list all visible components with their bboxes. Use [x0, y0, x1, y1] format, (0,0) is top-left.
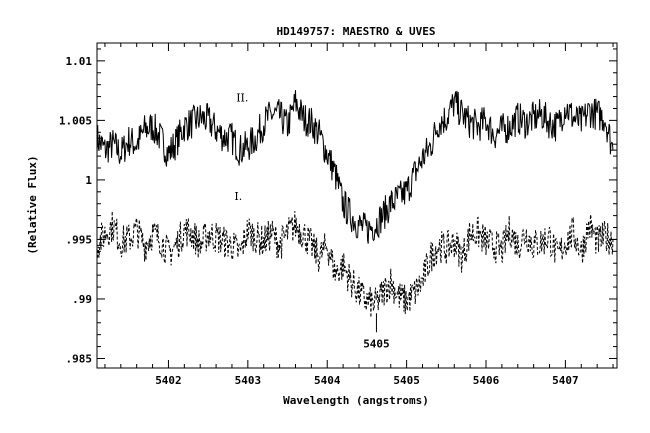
y-axis: .985 .99 .995 1 1.005 1.01 — [59, 48, 617, 365]
y-tick-label: 1 — [85, 174, 92, 187]
y-tick-label: .985 — [66, 352, 93, 365]
series-label-i: I. — [234, 190, 242, 203]
x-tick-label: 5406 — [473, 374, 500, 387]
series-layer — [96, 90, 617, 318]
wavelength-marker-label: 5405 — [363, 337, 390, 350]
plot-frame — [96, 42, 618, 369]
x-tick-label: 5403 — [235, 374, 262, 387]
x-tick-label: 5407 — [552, 374, 579, 387]
chart-title: HD149757: MAESTRO & UVES — [277, 25, 436, 38]
y-tick-label: 1.005 — [59, 114, 92, 127]
x-axis: 5402 5403 5404 5405 5406 5407 — [104, 43, 614, 387]
series-label-ii: II. — [236, 91, 248, 104]
x-axis-label: Wavelength (angstroms) — [283, 394, 429, 407]
x-tick-label: 5405 — [393, 374, 420, 387]
x-tick-label: 5404 — [314, 374, 341, 387]
y-tick-label: .995 — [66, 233, 93, 246]
y-axis-label: (Relative Flux) — [26, 155, 39, 254]
y-tick-label: 1.01 — [66, 55, 93, 68]
series-line-ii — [96, 90, 614, 244]
y-tick-label: .99 — [72, 293, 92, 306]
series-line-i — [96, 211, 614, 318]
x-tick-label: 5402 — [155, 374, 182, 387]
